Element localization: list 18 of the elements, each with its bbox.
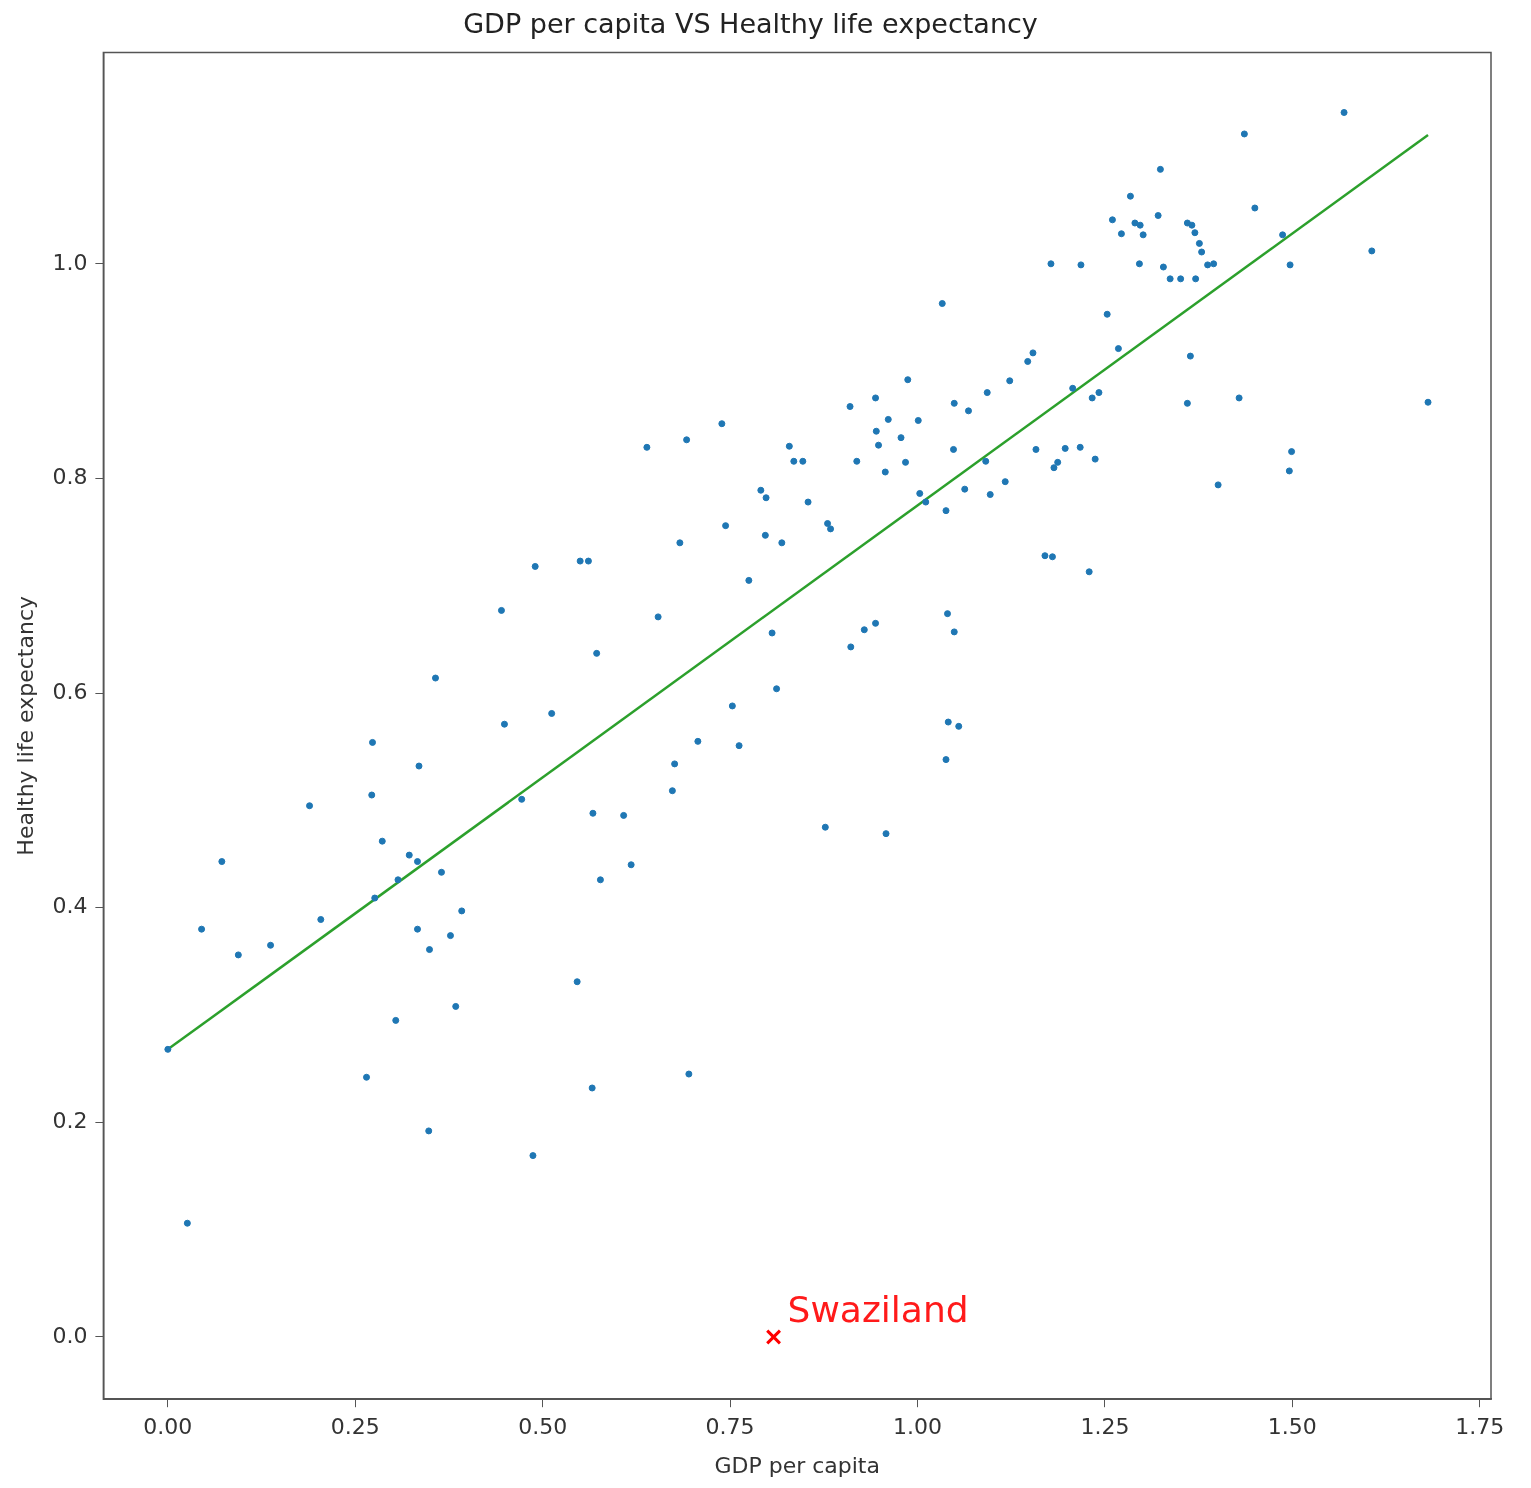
x-tick-label: 1.25 [1080, 1414, 1130, 1440]
x-tick-label: 0.00 [143, 1414, 193, 1440]
y-tick-label: 0.0 [52, 1322, 88, 1348]
x-tick-label: 0.50 [518, 1414, 568, 1440]
y-tick-label: 0.8 [52, 464, 88, 490]
y-tick-label: 0.4 [52, 893, 88, 919]
x-tick-label: 0.25 [330, 1414, 380, 1440]
x-axis-title: GDP per capita [714, 1452, 880, 1478]
x-tick-label: 0.75 [705, 1414, 755, 1440]
y-tick-label: 0.2 [52, 1108, 88, 1134]
chart-title: GDP per capita VS Healthy life expectancy [463, 8, 1038, 40]
y-tick-label: 0.6 [52, 678, 88, 704]
y-axis-title: Healthy life expectancy [12, 595, 38, 856]
x-tick-label: 1.75 [1455, 1414, 1505, 1440]
annotation: Swaziland [787, 1289, 969, 1331]
y-tick-label: 1.0 [52, 249, 88, 275]
x-tick-label: 1.50 [1267, 1414, 1317, 1440]
x-tick-label: 1.00 [893, 1414, 943, 1440]
